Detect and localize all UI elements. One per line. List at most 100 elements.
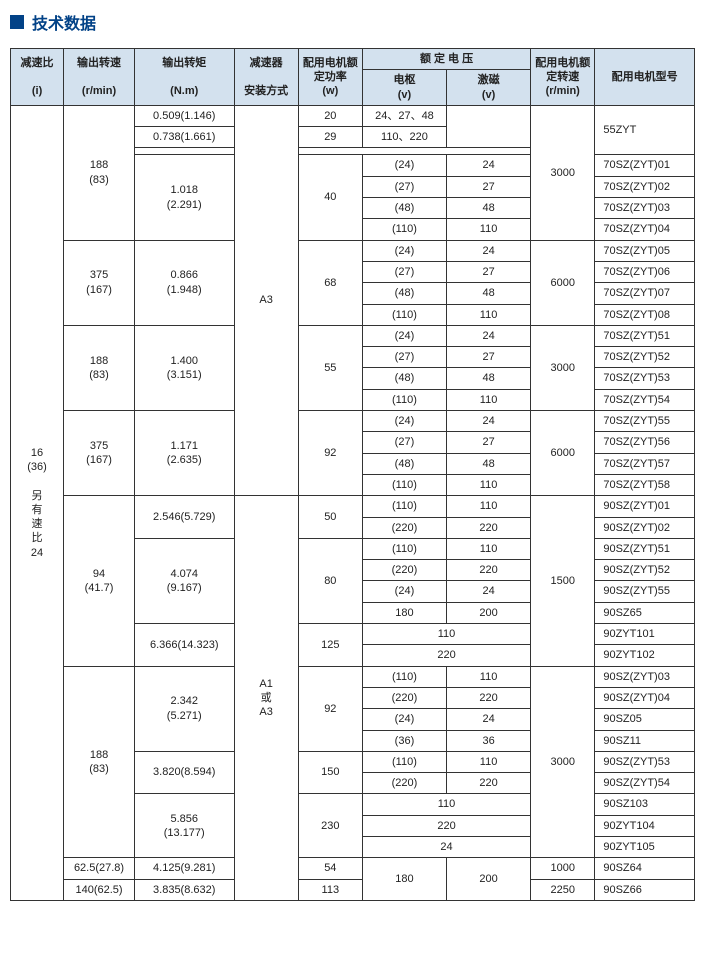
h-rated-voltage: 额 定 电 压 (362, 49, 530, 70)
cell: 55ZYT (595, 105, 695, 155)
cell: (110) (362, 219, 446, 240)
cell: 24 (447, 240, 531, 261)
cell: 1.171(2.635) (134, 411, 234, 496)
cell: 29 (298, 127, 362, 148)
cell: 4.125(9.281) (134, 858, 234, 879)
cell: (24) (362, 325, 446, 346)
table-row: 94(41.7)2.546(5.729)A1或A350(110)11015009… (11, 496, 695, 517)
cell: 4.074(9.167) (134, 538, 234, 623)
cell: 1.400(3.151) (134, 325, 234, 410)
cell: 110 (362, 624, 530, 645)
cell: (24) (362, 709, 446, 730)
table-row: 16(36)另有速比24188(83)0.509(1.146)A32024、27… (11, 105, 695, 126)
spec-table: 减速比(i) 输出转速(r/min) 输出转矩(N.m) 减速器安装方式 配用电… (10, 48, 695, 901)
cell: 110 (447, 219, 531, 240)
cell: 48 (447, 453, 531, 474)
cell: 70SZ(ZYT)57 (595, 453, 695, 474)
cell: 220 (447, 687, 531, 708)
cell: 188(83) (64, 325, 135, 410)
cell: 90ZYT104 (595, 815, 695, 836)
cell: 48 (447, 368, 531, 389)
cell: (24) (362, 411, 446, 432)
cell: 90SZ(ZYT)55 (595, 581, 695, 602)
cell: 2.546(5.729) (134, 496, 234, 539)
table-row: 140(62.5)3.835(8.632)113225090SZ66 (11, 879, 695, 900)
cell: 110 (447, 304, 531, 325)
cell: (220) (362, 773, 446, 794)
cell: (48) (362, 198, 446, 219)
cell: 27 (447, 432, 531, 453)
cell: (24) (362, 155, 446, 176)
h-armature: 电枢(v) (362, 70, 446, 106)
cell: 90SZ(ZYT)52 (595, 560, 695, 581)
cell: (27) (362, 432, 446, 453)
cell: (27) (362, 347, 446, 368)
cell: 1.018(2.291) (134, 155, 234, 240)
h-model: 配用电机型号 (595, 49, 695, 106)
cell: 6000 (531, 411, 595, 496)
cell: 90SZ05 (595, 709, 695, 730)
cell: 90SZ(ZYT)04 (595, 687, 695, 708)
cell: 110、220 (362, 127, 446, 148)
cell: 2250 (531, 879, 595, 900)
cell: 220 (362, 645, 530, 666)
cell (447, 105, 531, 148)
cell: (48) (362, 453, 446, 474)
cell: 24 (362, 836, 530, 857)
cell: 180 (362, 602, 446, 623)
cell: 70SZ(ZYT)08 (595, 304, 695, 325)
cell: 200 (447, 858, 531, 901)
cell: 70SZ(ZYT)54 (595, 389, 695, 410)
cell: 220 (447, 517, 531, 538)
cell: 16(36)另有速比24 (11, 105, 64, 900)
cell: 90SZ(ZYT)03 (595, 666, 695, 687)
cell: 110 (447, 538, 531, 559)
cell: 3000 (531, 666, 595, 858)
cell: 3000 (531, 105, 595, 240)
table-row: 375(167)1.171(2.635)92(24)24600070SZ(ZYT… (11, 411, 695, 432)
cell: 70SZ(ZYT)03 (595, 198, 695, 219)
cell: 27 (447, 347, 531, 368)
cell: 113 (298, 879, 362, 900)
cell: 24 (447, 325, 531, 346)
header-row-1: 减速比(i) 输出转速(r/min) 输出转矩(N.m) 减速器安装方式 配用电… (11, 49, 695, 70)
cell: 70SZ(ZYT)53 (595, 368, 695, 389)
cell: 70SZ(ZYT)58 (595, 474, 695, 495)
cell: 92 (298, 666, 362, 751)
cell: 125 (298, 624, 362, 667)
cell: 40 (298, 155, 362, 240)
cell: A1或A3 (234, 496, 298, 901)
cell: 110 (447, 474, 531, 495)
cell: 90ZYT105 (595, 836, 695, 857)
cell: 20 (298, 105, 362, 126)
cell: 110 (447, 666, 531, 687)
cell: 110 (362, 794, 530, 815)
cell: 6000 (531, 240, 595, 325)
cell: 0.509(1.146) (134, 105, 234, 126)
cell: (110) (362, 666, 446, 687)
cell: 70SZ(ZYT)05 (595, 240, 695, 261)
cell: 90SZ(ZYT)01 (595, 496, 695, 517)
cell: 110 (447, 751, 531, 772)
cell: 70SZ(ZYT)55 (595, 411, 695, 432)
cell: 230 (298, 794, 362, 858)
cell: 220 (447, 560, 531, 581)
cell: 140(62.5) (64, 879, 135, 900)
cell: 90SZ11 (595, 730, 695, 751)
cell: (36) (362, 730, 446, 751)
cell: (24) (362, 581, 446, 602)
cell: 90SZ(ZYT)54 (595, 773, 695, 794)
cell: 36 (447, 730, 531, 751)
cell: 6.366(14.323) (134, 624, 234, 667)
cell: 90SZ65 (595, 602, 695, 623)
cell: 94(41.7) (64, 496, 135, 666)
cell: 90SZ(ZYT)51 (595, 538, 695, 559)
cell: 24、27、48 (362, 105, 446, 126)
cell: (24) (362, 240, 446, 261)
cell: (110) (362, 474, 446, 495)
cell: 70SZ(ZYT)06 (595, 261, 695, 282)
cell: 90SZ(ZYT)53 (595, 751, 695, 772)
cell: 3000 (531, 325, 595, 410)
cell: (48) (362, 368, 446, 389)
cell: (220) (362, 517, 446, 538)
